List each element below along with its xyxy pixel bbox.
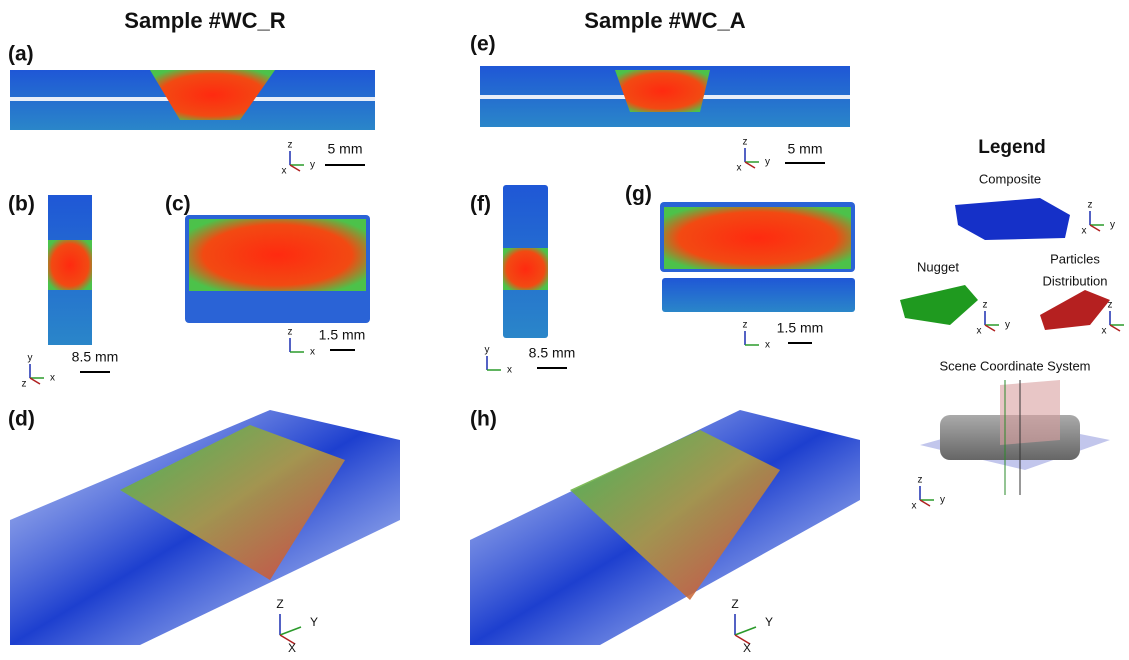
scale-bar-label: 8.5 mm — [72, 349, 119, 365]
axis-label: x — [1082, 226, 1087, 237]
axis-label: x — [737, 163, 742, 174]
axis-label: x — [282, 166, 287, 177]
figure: Sample #WC_R Sample #WC_A (a) (e) (b) (c… — [0, 0, 1129, 660]
axis-arrow — [735, 627, 756, 635]
scene-icon — [920, 380, 1110, 495]
render-a — [10, 70, 375, 130]
axis-label: z — [743, 137, 748, 148]
panel-label: (b) — [8, 193, 35, 216]
axis-label: z — [22, 379, 27, 390]
axis-label: x — [50, 373, 55, 384]
render-c — [185, 215, 370, 323]
axis-label: z — [1108, 300, 1113, 311]
axis-arrow — [280, 627, 301, 635]
axis-label: z — [288, 327, 293, 338]
axis-arrow — [920, 500, 930, 506]
axis-label: y — [1110, 220, 1115, 231]
axis-label: y — [765, 157, 770, 168]
axis-label: Y — [310, 615, 318, 629]
axis-label: Z — [731, 597, 738, 611]
axis-label: y — [310, 160, 315, 171]
axis-label: z — [983, 300, 988, 311]
axis-label: y — [485, 345, 490, 356]
scale-bar-label: 1.5 mm — [777, 320, 824, 336]
legend-title: Legend — [978, 137, 1046, 158]
axis-label: y — [940, 495, 945, 506]
axis-label: x — [507, 365, 512, 376]
axis-label: Y — [765, 615, 773, 629]
render-g — [660, 202, 855, 312]
nugget-icon — [900, 285, 978, 325]
axis-label: z — [918, 475, 923, 486]
scale-bar-label: 5 mm — [328, 141, 363, 157]
render-h — [470, 410, 860, 645]
panel-label: (f) — [470, 193, 491, 216]
axis-arrow — [1110, 325, 1120, 331]
axis-arrow — [290, 165, 300, 171]
axis-label: y — [28, 353, 33, 364]
legend-label: Scene Coordinate System — [939, 358, 1090, 373]
render-e — [480, 66, 850, 127]
render-d — [10, 410, 400, 645]
legend-label: Nugget — [917, 259, 959, 274]
axis-label: Z — [276, 597, 283, 611]
axis-label: x — [977, 326, 982, 337]
axis-label: x — [765, 340, 770, 351]
axis-arrow — [745, 162, 755, 168]
legend-label: Distribution — [1042, 273, 1107, 288]
panel-label: (g) — [625, 183, 652, 206]
axis-label: x — [310, 347, 315, 358]
render-b — [48, 195, 92, 345]
axis-label: z — [288, 140, 293, 151]
panel-label: (h) — [470, 408, 497, 431]
axis-label: x — [1102, 326, 1107, 337]
axis-label: x — [912, 501, 917, 512]
axis-label: z — [1088, 200, 1093, 211]
panel-label: (c) — [165, 193, 191, 216]
legend-label: Composite — [979, 171, 1041, 186]
axis-label: y — [1005, 320, 1010, 331]
particles-icon — [1040, 290, 1110, 330]
panel-label: (a) — [8, 43, 34, 66]
panel-label: (e) — [470, 33, 496, 56]
panel-label: (d) — [8, 408, 35, 431]
axis-arrow — [985, 325, 995, 331]
axis-label: X — [743, 641, 751, 655]
axis-arrow — [30, 378, 40, 384]
scale-bar-label: 1.5 mm — [319, 327, 366, 343]
axis-label: z — [743, 320, 748, 331]
render-f — [503, 185, 548, 338]
legend-label: Particles — [1050, 251, 1100, 266]
sample-title: Sample #WC_A — [584, 8, 745, 33]
composite-icon — [955, 198, 1070, 240]
sample-title: Sample #WC_R — [124, 8, 285, 33]
scale-bar-label: 8.5 mm — [529, 345, 576, 361]
scale-bar-label: 5 mm — [788, 141, 823, 157]
axis-label: X — [288, 641, 296, 655]
axis-arrow — [1090, 225, 1100, 231]
